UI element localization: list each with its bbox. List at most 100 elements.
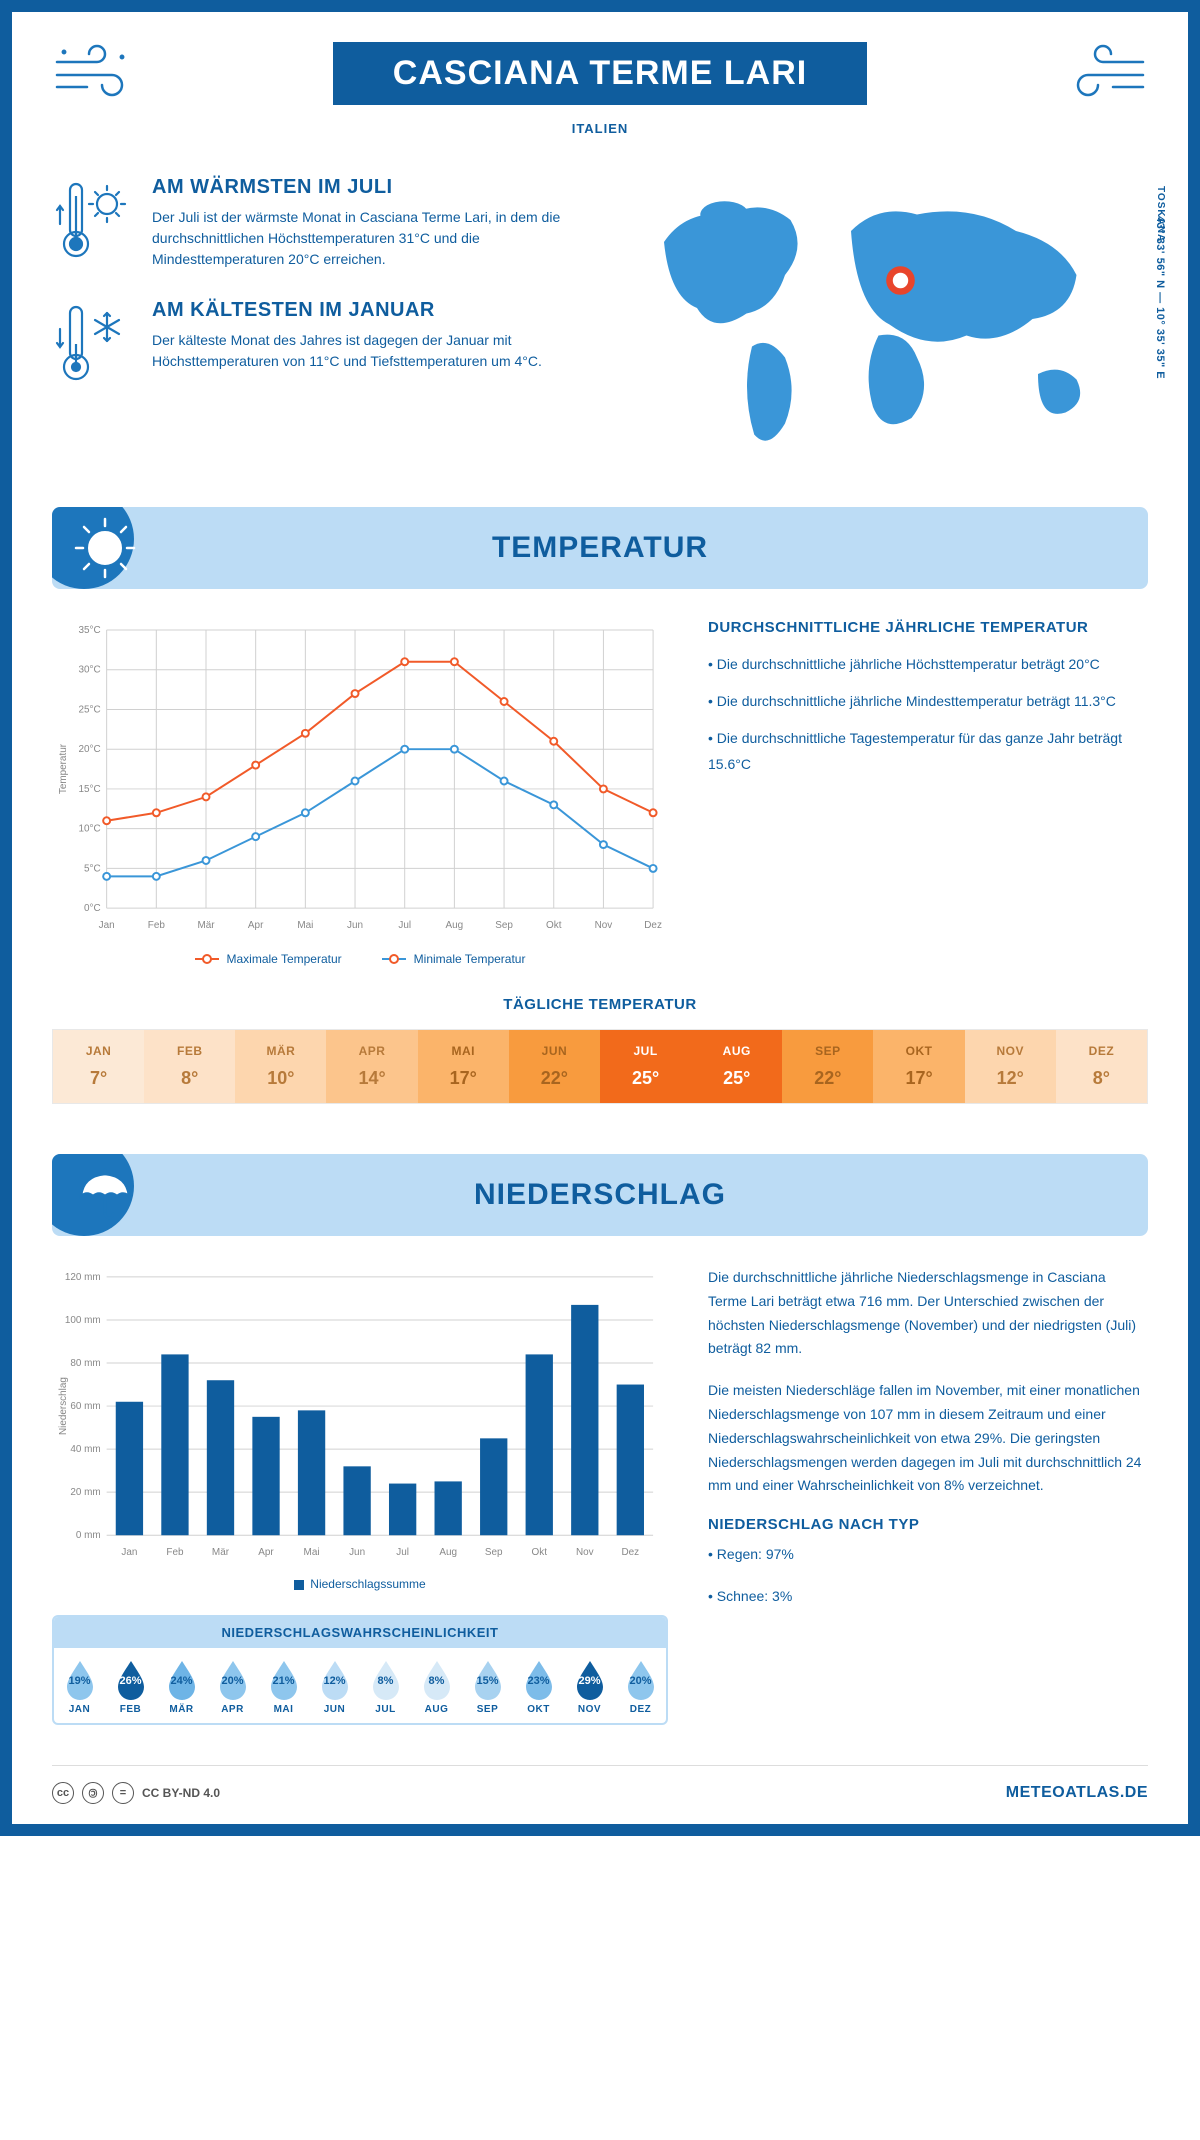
svg-text:25°C: 25°C <box>79 704 101 715</box>
svg-text:80 mm: 80 mm <box>70 1358 100 1369</box>
daily-temp-cell: FEB8° <box>144 1030 235 1103</box>
nd-icon: = <box>112 1782 134 1804</box>
svg-text:Jul: Jul <box>396 1547 409 1558</box>
daily-temp-cell: JUN22° <box>509 1030 600 1103</box>
daily-temp-grid: JAN7°FEB8°MÄR10°APR14°MAI17°JUN22°JUL25°… <box>52 1029 1148 1104</box>
svg-text:Dez: Dez <box>644 920 662 931</box>
bar-legend: Niederschlagssumme <box>52 1577 668 1591</box>
precip-paragraph: Die durchschnittliche jährliche Niedersc… <box>708 1266 1148 1361</box>
precipitation-bar-chart: 0 mm20 mm40 mm60 mm80 mm100 mm120 mmJanF… <box>52 1266 668 1566</box>
svg-text:Aug: Aug <box>446 920 464 931</box>
svg-text:60 mm: 60 mm <box>70 1401 100 1412</box>
svg-text:0 mm: 0 mm <box>76 1530 101 1541</box>
thermometer-snow-icon <box>52 299 132 394</box>
daily-temp-cell: JUL25° <box>600 1030 691 1103</box>
svg-text:Nov: Nov <box>576 1547 594 1558</box>
info-bullet: • Die durchschnittliche jährliche Mindes… <box>708 689 1148 714</box>
svg-text:Temperatur: Temperatur <box>58 743 69 794</box>
license: cc 🄯 = CC BY-ND 4.0 <box>52 1782 220 1804</box>
svg-text:Niederschlag: Niederschlag <box>58 1377 69 1435</box>
brand: METEOATLAS.DE <box>1006 1784 1148 1802</box>
intro-row: AM WÄRMSTEN IM JULI Der Juli ist der wär… <box>52 176 1148 467</box>
daily-temp-cell: APR14° <box>326 1030 417 1103</box>
fact-title: AM KÄLTESTEN IM JANUAR <box>152 299 580 322</box>
coords-label: 43° 33' 56" N — 10° 35' 35" E <box>1154 216 1166 379</box>
svg-text:Mär: Mär <box>197 920 215 931</box>
svg-text:Okt: Okt <box>532 1547 548 1558</box>
info-bullet: • Die durchschnittliche jährliche Höchst… <box>708 652 1148 677</box>
daily-temp-cell: NOV12° <box>965 1030 1056 1103</box>
section-header-precipitation: NIEDERSCHLAG <box>52 1154 1148 1236</box>
svg-text:Sep: Sep <box>485 1547 503 1558</box>
svg-text:15°C: 15°C <box>79 784 101 795</box>
svg-text:100 mm: 100 mm <box>65 1315 101 1326</box>
probability-cell: 12%JUN <box>309 1648 360 1723</box>
svg-text:30°C: 30°C <box>79 665 101 676</box>
precipitation-info: Die durchschnittliche jährliche Niedersc… <box>708 1266 1148 1725</box>
svg-text:Jul: Jul <box>398 920 411 931</box>
svg-text:Aug: Aug <box>439 1547 457 1558</box>
daily-temp-cell: AUG25° <box>691 1030 782 1103</box>
svg-text:Mai: Mai <box>304 1547 320 1558</box>
info-bullet: • Die durchschnittliche Tagestemperatur … <box>708 726 1148 776</box>
daily-temp-cell: JAN7° <box>53 1030 144 1103</box>
probability-cell: 19%JAN <box>54 1648 105 1723</box>
precip-type-bullet: • Regen: 97% <box>708 1543 1148 1567</box>
infographic-page: CASCIANA TERME LARI ITALIEN AM WÄRMSTEN … <box>0 0 1200 1836</box>
legend-label: Niederschlagssumme <box>310 1577 425 1591</box>
header: CASCIANA TERME LARI ITALIEN <box>52 42 1148 136</box>
daily-temp-cell: OKT17° <box>873 1030 964 1103</box>
temperature-line-chart: 0°C5°C10°C15°C20°C25°C30°C35°CJanFebMärA… <box>52 619 668 966</box>
cc-icon: cc <box>52 1782 74 1804</box>
umbrella-icon <box>72 1162 138 1233</box>
svg-text:Dez: Dez <box>621 1547 639 1558</box>
fact-warmest: AM WÄRMSTEN IM JULI Der Juli ist der wär… <box>52 176 580 271</box>
legend-label: Maximale Temperatur <box>227 952 342 966</box>
facts-column: AM WÄRMSTEN IM JULI Der Juli ist der wär… <box>52 176 580 467</box>
svg-text:Jan: Jan <box>121 1547 137 1558</box>
sun-icon <box>72 515 138 586</box>
probability-grid: 19%JAN26%FEB24%MÄR20%APR21%MAI12%JUN8%JU… <box>54 1648 666 1723</box>
fact-text: Der Juli ist der wärmste Monat in Cascia… <box>152 207 580 270</box>
probability-cell: 20%DEZ <box>615 1648 666 1723</box>
daily-temp-cell: MÄR10° <box>235 1030 326 1103</box>
fact-text: Der kälteste Monat des Jahres ist dagege… <box>152 330 580 372</box>
daily-temp-cell: DEZ8° <box>1056 1030 1147 1103</box>
svg-text:20°C: 20°C <box>79 744 101 755</box>
probability-cell: 15%SEP <box>462 1648 513 1723</box>
precip-type-bullet: • Schnee: 3% <box>708 1585 1148 1609</box>
svg-text:Jan: Jan <box>99 920 115 931</box>
probability-cell: 24%MÄR <box>156 1648 207 1723</box>
svg-text:10°C: 10°C <box>79 824 101 835</box>
svg-text:Nov: Nov <box>595 920 613 931</box>
wind-icon <box>52 37 142 112</box>
probability-cell: 8%AUG <box>411 1648 462 1723</box>
world-map-icon <box>620 176 1148 462</box>
probability-cell: 21%MAI <box>258 1648 309 1723</box>
footer: cc 🄯 = CC BY-ND 4.0 METEOATLAS.DE <box>52 1765 1148 1804</box>
temperature-info: DURCHSCHNITTLICHE JÄHRLICHE TEMPERATUR •… <box>708 619 1148 966</box>
probability-cell: 20%APR <box>207 1648 258 1723</box>
by-icon: 🄯 <box>82 1782 104 1804</box>
probability-title: NIEDERSCHLAGSWAHRSCHEINLICHKEIT <box>54 1617 666 1648</box>
svg-text:35°C: 35°C <box>79 625 101 636</box>
svg-text:5°C: 5°C <box>84 863 101 874</box>
subtitle: ITALIEN <box>52 121 1148 136</box>
fact-coldest: AM KÄLTESTEN IM JANUAR Der kälteste Mona… <box>52 299 580 394</box>
precip-paragraph: Die meisten Niederschläge fallen im Nove… <box>708 1379 1148 1498</box>
svg-text:Mär: Mär <box>212 1547 230 1558</box>
svg-text:Sep: Sep <box>495 920 513 931</box>
svg-text:Mai: Mai <box>297 920 313 931</box>
svg-text:0°C: 0°C <box>84 903 101 914</box>
svg-text:Apr: Apr <box>258 1547 274 1558</box>
section-title: NIEDERSCHLAG <box>474 1178 726 1212</box>
svg-text:Feb: Feb <box>166 1547 184 1558</box>
info-title: DURCHSCHNITTLICHE JÄHRLICHE TEMPERATUR <box>708 619 1148 636</box>
chart-legend: .legend-swatch:nth-child(1)::after{borde… <box>52 952 668 966</box>
svg-text:Apr: Apr <box>248 920 264 931</box>
svg-text:20 mm: 20 mm <box>70 1487 100 1498</box>
probability-cell: 29%NOV <box>564 1648 615 1723</box>
section-title: TEMPERATUR <box>492 531 708 565</box>
svg-text:120 mm: 120 mm <box>65 1272 101 1283</box>
probability-cell: 23%OKT <box>513 1648 564 1723</box>
